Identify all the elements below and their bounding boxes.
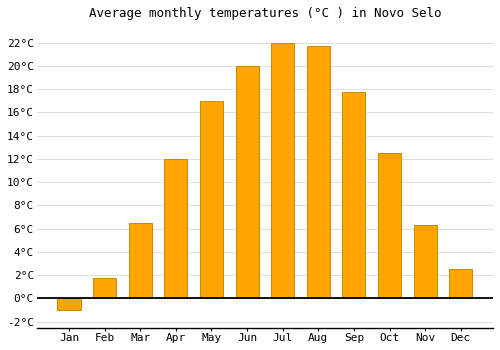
Bar	[306, 46, 330, 299]
Bar	[58, 299, 80, 310]
Bar	[342, 92, 365, 299]
Bar	[378, 153, 401, 299]
Bar	[236, 66, 258, 299]
Bar	[414, 225, 436, 299]
Bar	[128, 223, 152, 299]
Bar	[164, 159, 188, 299]
Bar	[93, 278, 116, 299]
Bar	[271, 43, 294, 299]
Bar	[449, 270, 472, 299]
Bar	[200, 101, 223, 299]
Title: Average monthly temperatures (°C ) in Novo Selo: Average monthly temperatures (°C ) in No…	[88, 7, 441, 20]
